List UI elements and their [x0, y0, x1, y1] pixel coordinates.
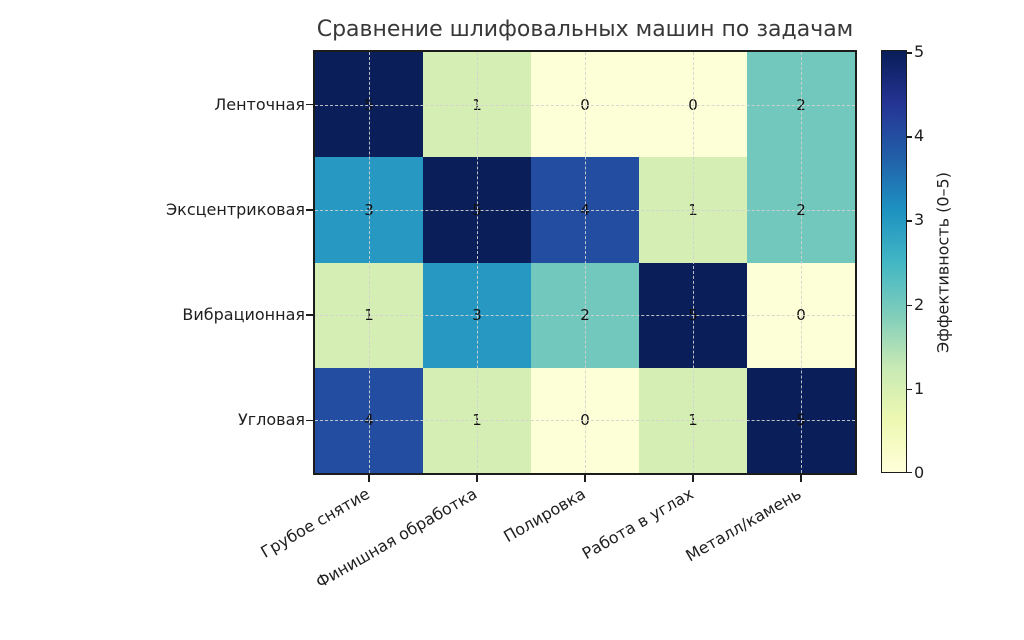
gridline-vertical: [693, 52, 694, 473]
colorbar: [881, 50, 907, 473]
y-tick-label: Вибрационная: [182, 305, 305, 325]
chart-title: Сравнение шлифовальных машин по задачам: [316, 17, 854, 42]
y-axis-tick: [306, 314, 313, 316]
x-tick-label: Полировка: [499, 484, 589, 547]
y-tick-label: Эксцентриковая: [165, 199, 305, 219]
x-tick-label: Работа в углах: [578, 484, 697, 564]
y-axis-tick: [306, 419, 313, 422]
colorbar-tick: [907, 304, 912, 307]
colorbar-tick-label: 3: [914, 210, 925, 230]
x-tick-label: Металл/камень: [682, 484, 805, 566]
y-axis-tick: [306, 103, 313, 106]
colorbar-tick-label: 4: [914, 126, 925, 146]
gridline-vertical: [477, 52, 478, 473]
x-axis-tick: [584, 475, 586, 482]
gridline-vertical: [801, 52, 802, 473]
x-axis-tick: [800, 475, 802, 482]
x-axis-tick: [476, 475, 478, 482]
colorbar-tick-label: 2: [914, 294, 925, 314]
colorbar-tick: [907, 52, 912, 54]
x-axis-tick: [692, 475, 694, 482]
colorbar-tick: [907, 471, 912, 473]
colorbar-tick: [907, 220, 912, 222]
gridline-vertical: [585, 52, 586, 473]
colorbar-tick-label: 0: [914, 463, 925, 482]
x-axis-tick: [368, 475, 370, 482]
colorbar-tick: [907, 136, 912, 138]
colorbar-tick: [907, 388, 912, 391]
y-axis-tick: [306, 209, 313, 211]
colorbar-axis-label: Эффективность (0–5): [933, 172, 953, 353]
y-tick-label: Ленточная: [214, 94, 305, 114]
colorbar-tick-label: 5: [914, 42, 925, 61]
colorbar-tick-label: 1: [914, 378, 925, 398]
y-tick-label: Угловая: [237, 410, 305, 430]
gridline-vertical: [369, 52, 370, 473]
